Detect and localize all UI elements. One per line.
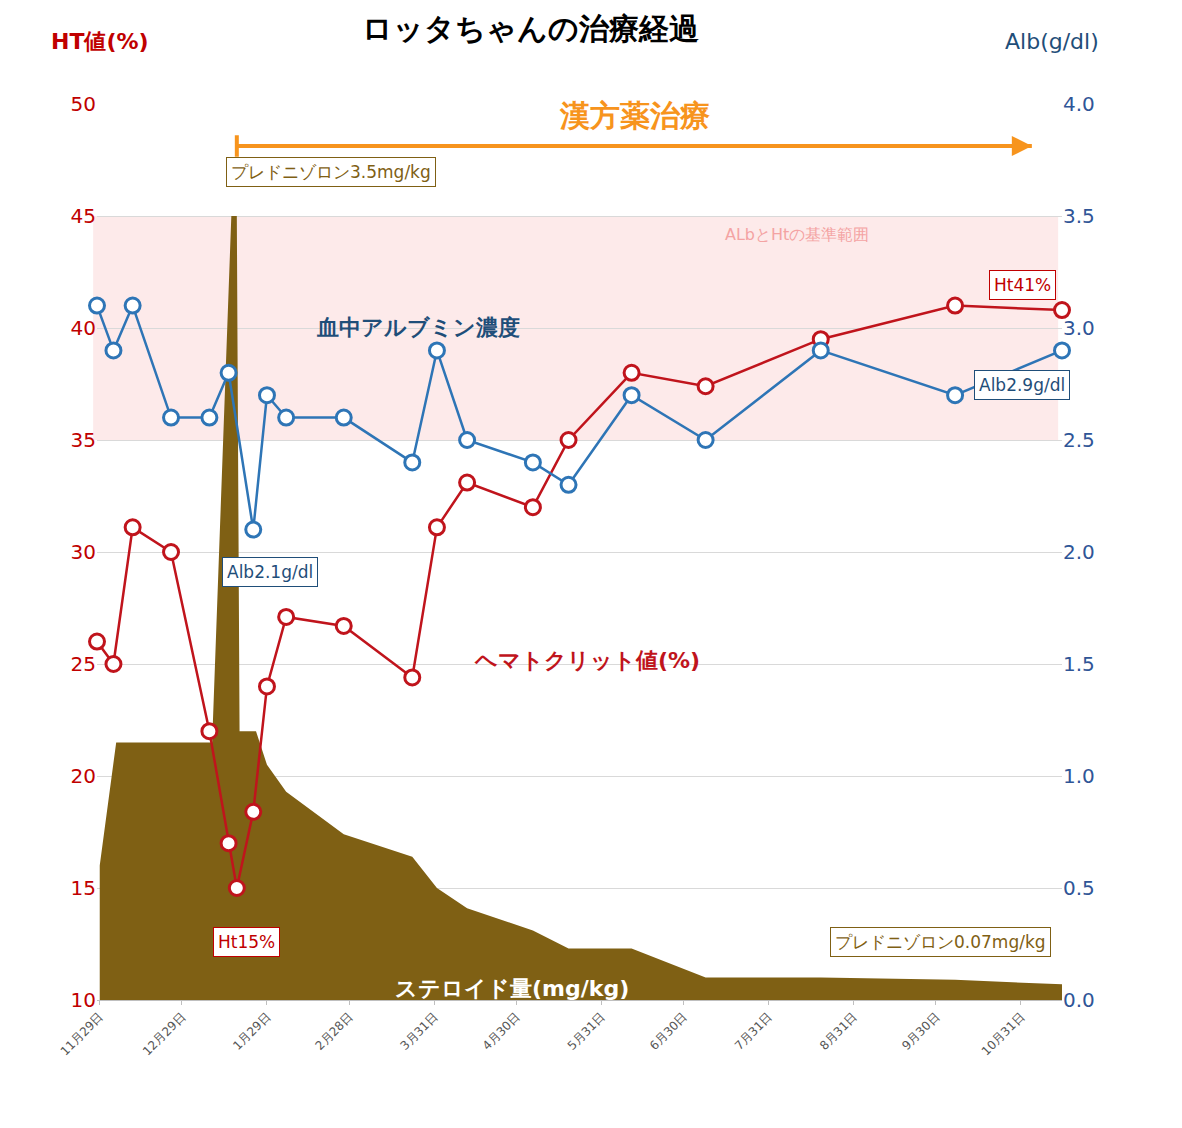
svg-text:4月30日: 4月30日 [480,1010,523,1053]
svg-text:7月31日: 7月31日 [732,1010,775,1053]
svg-text:50: 50 [71,92,96,116]
svg-text:2.0: 2.0 [1063,540,1095,564]
svg-text:12月29日: 12月29日 [140,1010,188,1058]
svg-text:ステロイド量(mg/kg): ステロイド量(mg/kg) [395,976,629,1001]
svg-text:10月31日: 10月31日 [979,1010,1027,1058]
svg-text:Alb2.9g/dl: Alb2.9g/dl [979,375,1065,395]
svg-text:3月31日: 3月31日 [397,1010,440,1053]
svg-text:40: 40 [71,316,96,340]
svg-text:30: 30 [71,540,96,564]
svg-text:Ht15%: Ht15% [218,932,275,952]
svg-text:ロッタちゃんの治療経過: ロッタちゃんの治療経過 [362,11,699,46]
svg-text:15: 15 [71,876,96,900]
svg-text:0.5: 0.5 [1063,876,1095,900]
svg-text:Ht41%: Ht41% [994,275,1051,295]
svg-text:1月29日: 1月29日 [230,1010,273,1053]
svg-text:2月28日: 2月28日 [313,1010,356,1053]
svg-text:5月31日: 5月31日 [565,1010,608,1053]
svg-text:20: 20 [71,764,96,788]
svg-text:Alb(g/dl): Alb(g/dl) [1005,29,1099,54]
svg-text:8月31日: 8月31日 [817,1010,860,1053]
svg-text:1.0: 1.0 [1063,764,1095,788]
svg-text:35: 35 [71,428,96,452]
svg-text:10: 10 [71,988,96,1012]
svg-text:1.5: 1.5 [1063,652,1095,676]
svg-text:6月30日: 6月30日 [647,1010,690,1053]
svg-text:漢方薬治療: 漢方薬治療 [559,98,710,133]
svg-text:45: 45 [71,204,96,228]
svg-text:Alb2.1g/dl: Alb2.1g/dl [227,562,313,582]
svg-text:プレドニゾロン3.5mg/kg: プレドニゾロン3.5mg/kg [231,162,431,182]
svg-text:ヘマトクリット値(%): ヘマトクリット値(%) [474,648,700,673]
svg-text:プレドニゾロン0.07mg/kg: プレドニゾロン0.07mg/kg [835,932,1046,952]
svg-text:血中アルブミン濃度: 血中アルブミン濃度 [316,315,520,340]
svg-text:ALbとHtの基準範囲: ALbとHtの基準範囲 [725,225,869,244]
svg-text:3.0: 3.0 [1063,316,1095,340]
svg-text:4.0: 4.0 [1063,92,1095,116]
svg-text:2.5: 2.5 [1063,428,1095,452]
svg-text:11月29日: 11月29日 [58,1010,106,1058]
svg-text:0.0: 0.0 [1063,988,1095,1012]
svg-text:3.5: 3.5 [1063,204,1095,228]
svg-text:25: 25 [71,652,96,676]
svg-text:9月30日: 9月30日 [899,1010,942,1053]
svg-text:HT値(%): HT値(%) [51,29,149,54]
